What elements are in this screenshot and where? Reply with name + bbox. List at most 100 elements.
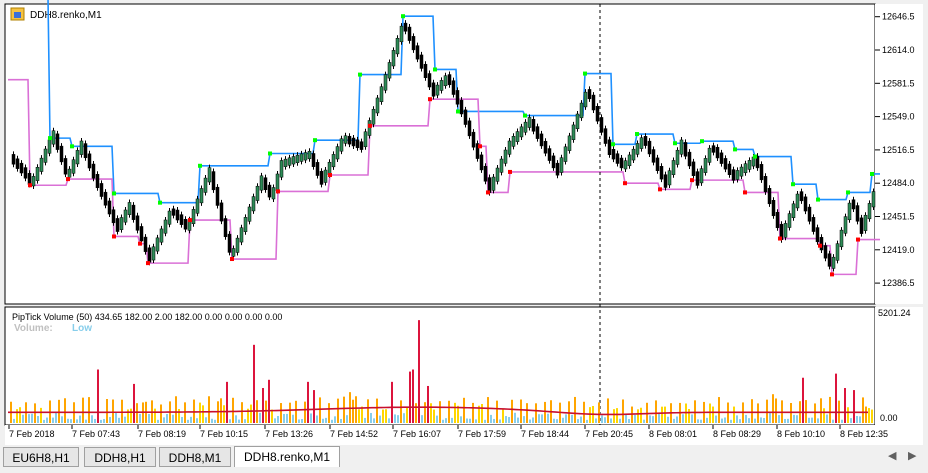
renko-brick bbox=[571, 124, 576, 140]
renko-brick bbox=[411, 36, 416, 51]
renko-brick bbox=[711, 145, 716, 153]
volume-bar bbox=[529, 419, 531, 423]
tab-scroll-right-icon[interactable]: ▶ bbox=[908, 450, 917, 462]
renko-brick bbox=[67, 168, 72, 178]
tab-ddh8-h1[interactable]: DDH8,H1 bbox=[84, 447, 156, 467]
volume-bar bbox=[196, 418, 198, 423]
time-tick-label: 7 Feb 17:59 bbox=[458, 429, 506, 439]
renko-brick bbox=[139, 226, 144, 242]
volume-bar bbox=[385, 409, 387, 423]
renko-brick bbox=[775, 211, 780, 229]
down-signal-dot bbox=[230, 257, 234, 262]
volume-bar bbox=[520, 399, 522, 423]
volume-bar bbox=[499, 419, 501, 423]
renko-brick bbox=[435, 84, 440, 96]
volume-bar bbox=[115, 412, 117, 423]
renko-brick bbox=[715, 146, 720, 159]
volume-bar bbox=[199, 402, 201, 423]
volume-bar bbox=[733, 406, 735, 423]
volume-bar bbox=[865, 406, 867, 423]
renko-brick bbox=[163, 219, 168, 234]
volume-bar bbox=[811, 417, 813, 423]
volume-bar bbox=[841, 419, 843, 423]
up-signal-dot bbox=[583, 71, 587, 76]
volume-bar bbox=[55, 412, 57, 423]
volume-bar bbox=[481, 403, 483, 423]
renko-brick bbox=[191, 209, 196, 224]
renko-brick bbox=[511, 136, 516, 147]
volume-bar bbox=[154, 408, 156, 423]
volume-bar bbox=[595, 418, 597, 423]
volume-bar bbox=[391, 381, 393, 423]
volume-bar bbox=[406, 406, 408, 423]
down-signal-dot bbox=[508, 169, 512, 174]
tab-ddh8-m1[interactable]: DDH8,M1 bbox=[159, 447, 231, 467]
volume-bar bbox=[85, 419, 87, 423]
renko-brick bbox=[367, 120, 372, 136]
volume-bar bbox=[724, 417, 726, 423]
renko-brick bbox=[339, 138, 344, 152]
time-tick-label: 7 Feb 13:26 bbox=[265, 429, 313, 439]
renko-brick bbox=[291, 156, 296, 165]
renko-brick bbox=[47, 139, 52, 154]
price-panel[interactable] bbox=[4, 3, 876, 305]
volume-bar bbox=[322, 418, 324, 423]
volume-bar bbox=[706, 417, 708, 423]
renko-brick bbox=[519, 126, 524, 138]
volume-bar bbox=[784, 418, 786, 423]
volume-bar bbox=[424, 402, 426, 423]
volume-bar bbox=[739, 419, 741, 423]
renko-brick bbox=[99, 183, 104, 197]
tab-scroll-left-icon[interactable]: ◀ bbox=[888, 450, 897, 462]
renko-brick bbox=[687, 151, 692, 167]
volume-bar bbox=[832, 419, 834, 423]
renko-brick bbox=[107, 200, 112, 215]
volume-bar bbox=[295, 400, 297, 423]
volume-bar bbox=[160, 404, 162, 423]
renko-brick bbox=[43, 148, 48, 163]
price-tick-label: 12646.5 bbox=[882, 12, 915, 22]
renko-brick bbox=[303, 152, 308, 161]
renko-brick bbox=[287, 157, 292, 166]
volume-bar bbox=[250, 404, 252, 423]
tab-eu6h8-h1[interactable]: EU6H8,H1 bbox=[3, 447, 79, 467]
volume-bar bbox=[97, 369, 99, 423]
volume-bar bbox=[310, 413, 312, 423]
time-tick-label: 7 Feb 14:52 bbox=[330, 429, 378, 439]
down-signal-dot bbox=[658, 187, 662, 192]
renko-brick bbox=[295, 154, 300, 163]
volume-bar bbox=[382, 409, 384, 423]
volume-bar bbox=[100, 419, 102, 423]
volume-bar bbox=[658, 412, 660, 423]
volume-bar bbox=[64, 398, 66, 423]
volume-bar bbox=[667, 416, 669, 423]
renko-brick bbox=[155, 237, 160, 252]
tab-ddh8-renko-m1[interactable]: DDH8.renko,M1 bbox=[234, 446, 340, 467]
volume-bar bbox=[676, 416, 678, 423]
renko-candles bbox=[11, 20, 876, 272]
signal-dots bbox=[28, 14, 874, 277]
renko-brick bbox=[119, 217, 124, 230]
renko-brick bbox=[643, 136, 648, 146]
volume-bar bbox=[664, 406, 666, 423]
volume-bar bbox=[343, 396, 345, 423]
renko-brick bbox=[451, 80, 456, 95]
renko-brick bbox=[239, 227, 244, 243]
volume-bar bbox=[652, 416, 654, 423]
renko-brick bbox=[539, 133, 544, 147]
renko-brick bbox=[631, 148, 636, 161]
volume-bar bbox=[421, 415, 423, 423]
renko-brick bbox=[771, 200, 776, 217]
time-tick-label: 8 Feb 12:35 bbox=[840, 429, 888, 439]
volume-bars bbox=[10, 320, 873, 423]
volume-bar bbox=[547, 413, 549, 423]
volume-bar bbox=[511, 399, 513, 423]
volume-bar bbox=[850, 418, 852, 423]
time-tick-label: 7 Feb 18:44 bbox=[521, 429, 569, 439]
tab-bar bbox=[0, 446, 928, 468]
renko-brick bbox=[667, 170, 672, 186]
renko-brick bbox=[195, 198, 200, 214]
volume-bar bbox=[544, 401, 546, 423]
